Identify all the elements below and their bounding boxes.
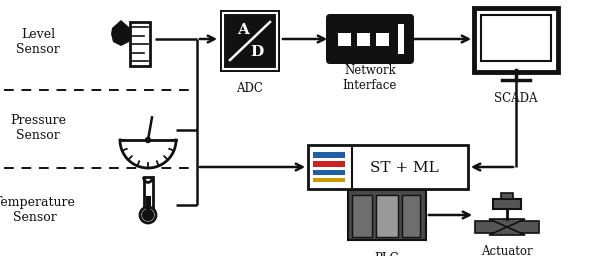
Bar bbox=[313, 152, 345, 158]
Bar bbox=[493, 199, 521, 209]
Bar bbox=[475, 221, 539, 233]
Text: ADC: ADC bbox=[237, 82, 263, 95]
Circle shape bbox=[143, 209, 153, 220]
Polygon shape bbox=[111, 20, 131, 46]
FancyBboxPatch shape bbox=[326, 14, 414, 64]
Text: A: A bbox=[237, 23, 249, 37]
Bar bbox=[352, 195, 372, 237]
Bar bbox=[313, 178, 345, 182]
Text: Pressure
Sensor: Pressure Sensor bbox=[10, 114, 66, 142]
Polygon shape bbox=[489, 227, 525, 235]
Bar bbox=[313, 161, 345, 167]
Bar bbox=[146, 196, 150, 217]
Bar bbox=[357, 33, 370, 46]
Bar bbox=[474, 8, 558, 72]
Bar bbox=[313, 170, 345, 175]
Bar bbox=[376, 33, 389, 46]
Text: Temperature
Sensor: Temperature Sensor bbox=[0, 196, 76, 224]
Bar bbox=[130, 22, 150, 66]
Bar bbox=[398, 24, 404, 54]
Bar bbox=[143, 177, 153, 215]
Text: ST + ML: ST + ML bbox=[369, 161, 438, 175]
Bar bbox=[223, 13, 277, 69]
Circle shape bbox=[140, 207, 156, 223]
Text: PLC: PLC bbox=[375, 252, 400, 256]
Bar bbox=[501, 193, 513, 199]
Bar bbox=[338, 33, 351, 46]
Text: Actuator: Actuator bbox=[481, 245, 533, 256]
Bar bbox=[402, 195, 420, 237]
Bar bbox=[481, 15, 551, 61]
Text: Network
Interface: Network Interface bbox=[343, 64, 397, 92]
Bar bbox=[308, 145, 468, 189]
Bar bbox=[220, 10, 280, 72]
Polygon shape bbox=[489, 219, 525, 227]
Text: Level
Sensor: Level Sensor bbox=[16, 28, 60, 56]
Bar bbox=[348, 190, 426, 240]
Text: SCADA: SCADA bbox=[494, 92, 538, 105]
Circle shape bbox=[146, 137, 150, 143]
Bar bbox=[376, 195, 398, 237]
Text: D: D bbox=[250, 45, 264, 59]
